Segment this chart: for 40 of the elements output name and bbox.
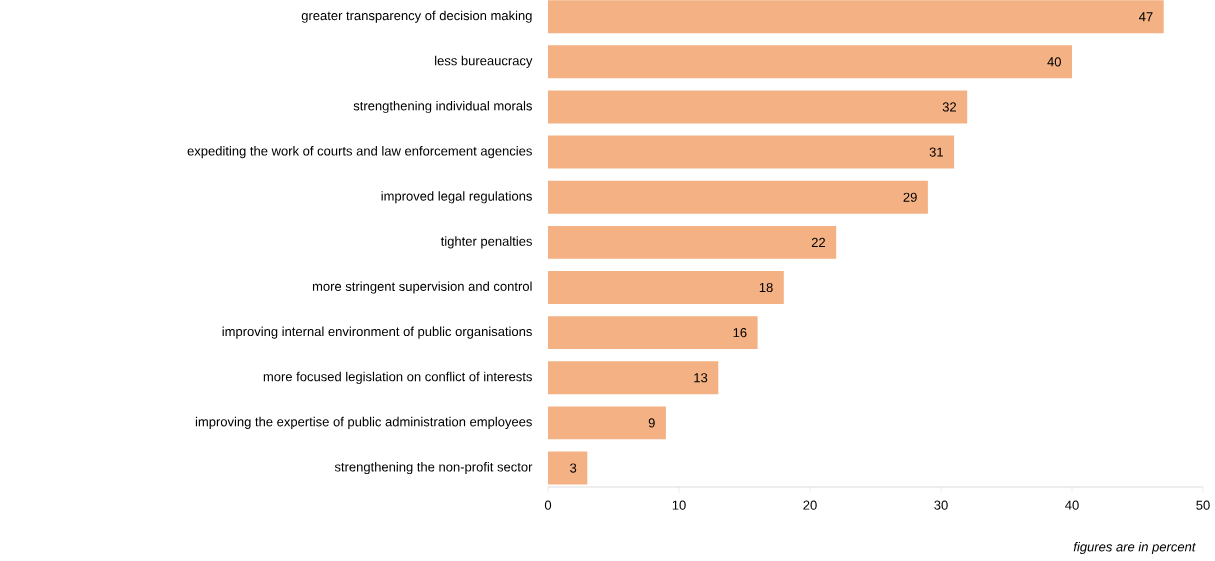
bar (548, 90, 968, 124)
y-tick-label: more focused legislation on conflict of interests (263, 371, 532, 384)
bar (548, 271, 784, 304)
bar (548, 0, 1164, 34)
data-label: 29 (903, 192, 917, 202)
bar (548, 45, 1072, 79)
y-tick-label: greater transparency of decision making (301, 10, 532, 23)
x-tick-label: 40 (1065, 500, 1079, 510)
y-tick-label: improving internal environment of public organisations (222, 326, 532, 339)
data-label: 22 (811, 237, 826, 247)
y-tick-label: less bureaucracy (435, 55, 533, 68)
x-tick-label: 50 (1196, 500, 1210, 510)
y-tick-label: more stringent supervision and control (312, 281, 532, 294)
data-label: 9 (648, 418, 655, 428)
data-label: 16 (733, 328, 747, 338)
y-tick-label: tighter penalties (440, 236, 532, 249)
data-label: 32 (942, 102, 957, 112)
bar (548, 361, 719, 395)
text: figures are in percent (1073, 541, 1196, 555)
y-tick-label: strengthening individual morals (353, 100, 532, 114)
x-tick-label: 0 (544, 500, 552, 510)
y-tick-label: improving the expertise of public administration employees (195, 416, 532, 429)
y-tick-label: expediting the work of courts and law enforcement agencies (187, 146, 532, 159)
data-label: 18 (759, 282, 773, 293)
bar (548, 225, 837, 259)
bar (548, 451, 588, 485)
bar (548, 180, 928, 214)
x-tick-label: 10 (672, 500, 686, 510)
y-tick-label: improved legal regulations (381, 191, 532, 204)
bar (548, 406, 666, 440)
x-tick-label: 30 (934, 500, 948, 510)
data-label: 47 (1139, 12, 1153, 22)
data-label: 31 (929, 147, 943, 157)
data-label: 3 (570, 463, 577, 473)
data-label: 40 (1047, 57, 1061, 67)
bar (548, 316, 758, 350)
x-tick-label: 20 (803, 500, 817, 510)
bar (548, 135, 955, 169)
data-label: 13 (694, 373, 708, 383)
y-tick-label: strengthening the non-profit sector (334, 461, 533, 475)
